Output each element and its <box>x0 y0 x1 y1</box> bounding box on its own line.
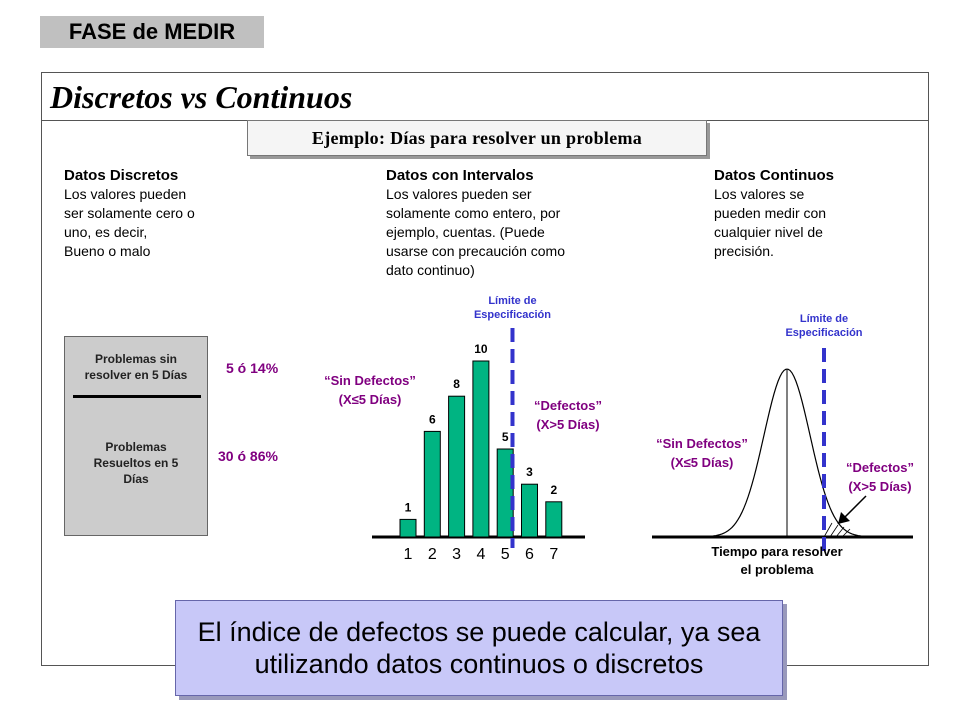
column-continuous: Datos Continuos Los valores se pueden me… <box>714 166 884 261</box>
column-heading: Datos Continuos <box>714 167 834 184</box>
histogram-bar <box>496 448 514 538</box>
spec-limit-label: Especificación <box>474 309 551 321</box>
histogram-bar <box>399 518 417 538</box>
column-heading: Datos Discretos <box>64 167 179 184</box>
bar-value-label: 1 <box>405 500 412 514</box>
defect-hatch <box>829 524 839 538</box>
bar-value-label: 6 <box>429 412 436 426</box>
phase-tag: FASE de MEDIR <box>40 16 264 48</box>
defects-annotation: “Defectos” <box>534 398 602 413</box>
x-tick-label: 7 <box>549 546 558 563</box>
no-defects-annotation: (X≤5 Días) <box>671 455 734 470</box>
slide-title: Discretos vs Continuos <box>50 79 353 115</box>
no-defects-annotation: “Sin Defectos” <box>656 436 748 451</box>
no-defects-annotation: “Sin Defectos” <box>324 373 416 388</box>
resolved-label: Problemas Resueltos en 5 Días <box>93 440 179 486</box>
defects-annotation: (X>5 Días) <box>536 417 599 432</box>
panel-divider <box>73 395 201 398</box>
no-defects-annotation: (X≤5 Días) <box>339 392 402 407</box>
unresolved-label: Problemas sin resolver en 5 Días <box>84 352 188 382</box>
resolved-percentage: 30 ó 86% <box>218 448 278 464</box>
continuous-distribution: Límite de Especificación “Sin Defectos” (X≤… <box>652 313 914 577</box>
histogram-bar <box>521 483 538 538</box>
defect-hatch <box>823 522 833 538</box>
defect-hatch <box>835 526 845 538</box>
column-discrete: Datos Discretos Los valores pueden ser s… <box>64 166 234 261</box>
column-description: Los valores pueden ser solamente como en… <box>386 186 565 278</box>
spec-limit-label: Especificación <box>785 327 862 339</box>
column-heading: Datos con Intervalos <box>386 167 534 184</box>
bar-value-label: 5 <box>502 430 509 444</box>
x-tick-label: 6 <box>525 546 534 563</box>
histogram-bar <box>545 501 563 538</box>
distribution-curve <box>699 368 912 538</box>
histogram-bar <box>423 430 441 538</box>
defects-annotation: “Defectos” <box>846 460 914 475</box>
defects-annotation: (X>5 Días) <box>848 479 911 494</box>
bar-value-label: 8 <box>453 377 460 391</box>
spec-limit-label: Límite de <box>488 295 536 307</box>
bar-value-label: 2 <box>550 483 557 497</box>
x-tick-label: 1 <box>404 546 413 563</box>
x-tick-label: 2 <box>428 546 437 563</box>
x-tick-label: 4 <box>476 546 485 563</box>
column-description: Los valores pueden ser solamente cero o … <box>64 186 195 259</box>
bar-value-label: 10 <box>474 342 488 356</box>
x-tick-label: 3 <box>452 546 461 563</box>
conclusion-callout: El índice de defectos se puede calcular,… <box>175 600 783 696</box>
histogram-bar <box>448 395 466 538</box>
column-intervals: Datos con Intervalos Los valores pueden … <box>386 166 616 280</box>
bar-value-label: 3 <box>526 465 533 479</box>
discrete-panel: Problemas sin resolver en 5 Días Problem… <box>64 336 208 536</box>
title-bar: Discretos vs Continuos <box>42 73 928 121</box>
example-banner: Ejemplo: Días para resolver un problema <box>247 120 707 156</box>
axis-label: el problema <box>741 562 815 577</box>
column-description: Los valores se pueden medir con cualquie… <box>714 186 827 259</box>
axis-label: Tiempo para resolver <box>711 544 842 559</box>
spec-limit-label: Límite de <box>800 313 848 325</box>
unresolved-percentage: 5 ó 14% <box>226 360 279 376</box>
arrow-head <box>838 512 850 524</box>
x-tick-label: 5 <box>501 546 510 563</box>
histogram-bar <box>472 360 490 538</box>
